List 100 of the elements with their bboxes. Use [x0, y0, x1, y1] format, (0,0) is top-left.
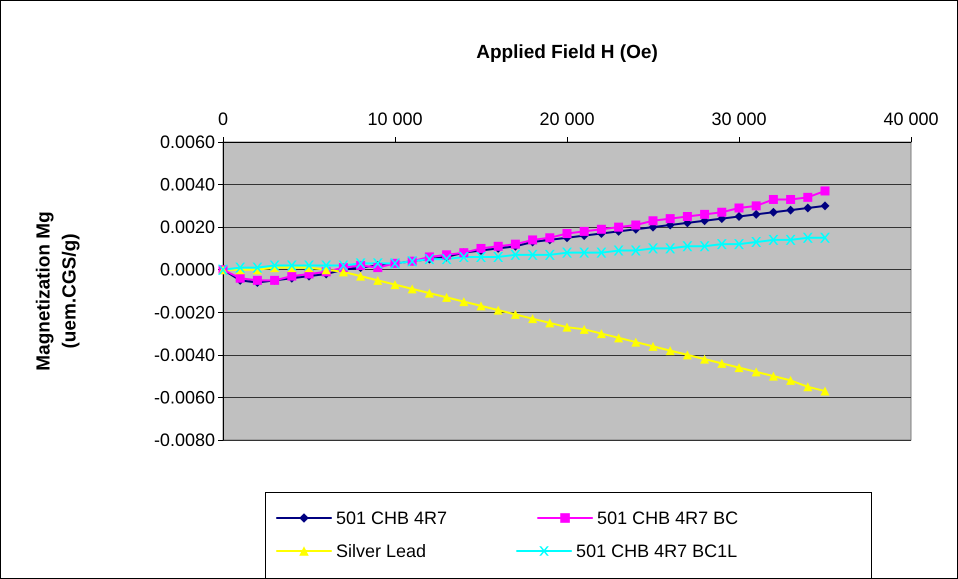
point: [631, 220, 640, 230]
x-tick-label: 0: [218, 109, 228, 129]
point: [390, 280, 400, 290]
point: [493, 252, 504, 262]
point: [458, 252, 469, 262]
point: [459, 297, 468, 306]
point: [442, 254, 452, 264]
point: [631, 338, 640, 347]
point: [768, 234, 778, 245]
point: [286, 260, 297, 270]
point: [768, 208, 778, 217]
point: [580, 324, 589, 334]
point: [786, 376, 796, 385]
point: [752, 210, 761, 219]
point: [510, 250, 520, 260]
y-tick-label: -0.0040: [154, 344, 215, 365]
point: [252, 262, 262, 273]
point: [648, 342, 658, 351]
y-tick-label: 0.0040: [160, 174, 215, 195]
point: [802, 232, 813, 243]
point: [717, 358, 726, 368]
point: [321, 260, 332, 270]
point: [803, 382, 812, 392]
point: [751, 237, 762, 248]
point: [752, 201, 761, 210]
point: [510, 310, 520, 319]
point: [528, 250, 538, 260]
point: [666, 346, 675, 356]
point: [630, 246, 641, 256]
point: [734, 203, 744, 212]
point: [820, 201, 830, 210]
point: [596, 248, 606, 258]
point: [528, 314, 538, 324]
point: [562, 229, 572, 238]
point: [528, 235, 538, 244]
point: [562, 322, 572, 332]
y-tick-label: -0.0020: [154, 302, 215, 322]
x-axis-title: Applied Field H (Oe): [476, 42, 658, 63]
point: [820, 386, 830, 396]
y-tick-label: 0.0020: [160, 217, 215, 238]
legend-label: Silver Lead: [336, 541, 426, 561]
x-tick-label: 30 000: [711, 109, 767, 129]
point: [682, 241, 692, 252]
point: [786, 194, 796, 204]
point: [768, 194, 778, 204]
legend-label: 501 CHB 4R7 BC1L: [576, 541, 738, 561]
y-tick-label: -0.0060: [154, 387, 215, 408]
y-tick-label: 0.0000: [160, 260, 215, 280]
point: [442, 292, 452, 302]
legend-label: 501 CHB 4R7: [336, 508, 448, 528]
point: [494, 306, 503, 315]
point: [786, 206, 796, 215]
point: [372, 258, 383, 268]
point: [682, 350, 692, 360]
x-tick-label: 40 000: [883, 109, 939, 129]
point: [356, 272, 366, 281]
point: [820, 186, 830, 196]
point: [476, 244, 486, 253]
point: [580, 226, 589, 236]
point: [476, 252, 486, 262]
x-tick-label: 10 000: [367, 109, 423, 129]
point: [665, 243, 676, 254]
point: [768, 372, 778, 381]
point: [562, 248, 572, 258]
point: [648, 216, 658, 226]
y-axis-title: Magnetization Mg (uem.CGS/g): [34, 211, 80, 371]
point: [734, 239, 744, 250]
point: [545, 318, 554, 328]
point: [614, 333, 624, 342]
point: [648, 243, 658, 254]
point: [338, 260, 348, 270]
x-tick-label: 20 000: [539, 109, 595, 129]
point: [717, 208, 726, 217]
point: [614, 222, 624, 232]
point: [356, 258, 366, 268]
point: [734, 363, 744, 372]
y-tick-label: -0.0080: [154, 430, 215, 450]
point: [682, 212, 692, 221]
point: [666, 214, 675, 224]
point: [700, 210, 710, 219]
point: [716, 239, 727, 250]
point: [544, 250, 555, 260]
point: [614, 246, 624, 256]
point: [596, 224, 606, 234]
point: [579, 248, 590, 258]
point: [700, 241, 710, 252]
point: [270, 260, 280, 270]
point: [820, 232, 830, 243]
point: [596, 329, 606, 338]
point: [408, 284, 417, 294]
point: [786, 234, 796, 245]
point: [373, 276, 382, 285]
y-tick-label: 0.0060: [160, 132, 215, 152]
point: [803, 192, 812, 202]
point: [734, 212, 744, 221]
point: [803, 203, 812, 212]
point: [424, 288, 434, 298]
point: [752, 367, 761, 376]
point: [476, 301, 486, 310]
point: [235, 262, 246, 273]
